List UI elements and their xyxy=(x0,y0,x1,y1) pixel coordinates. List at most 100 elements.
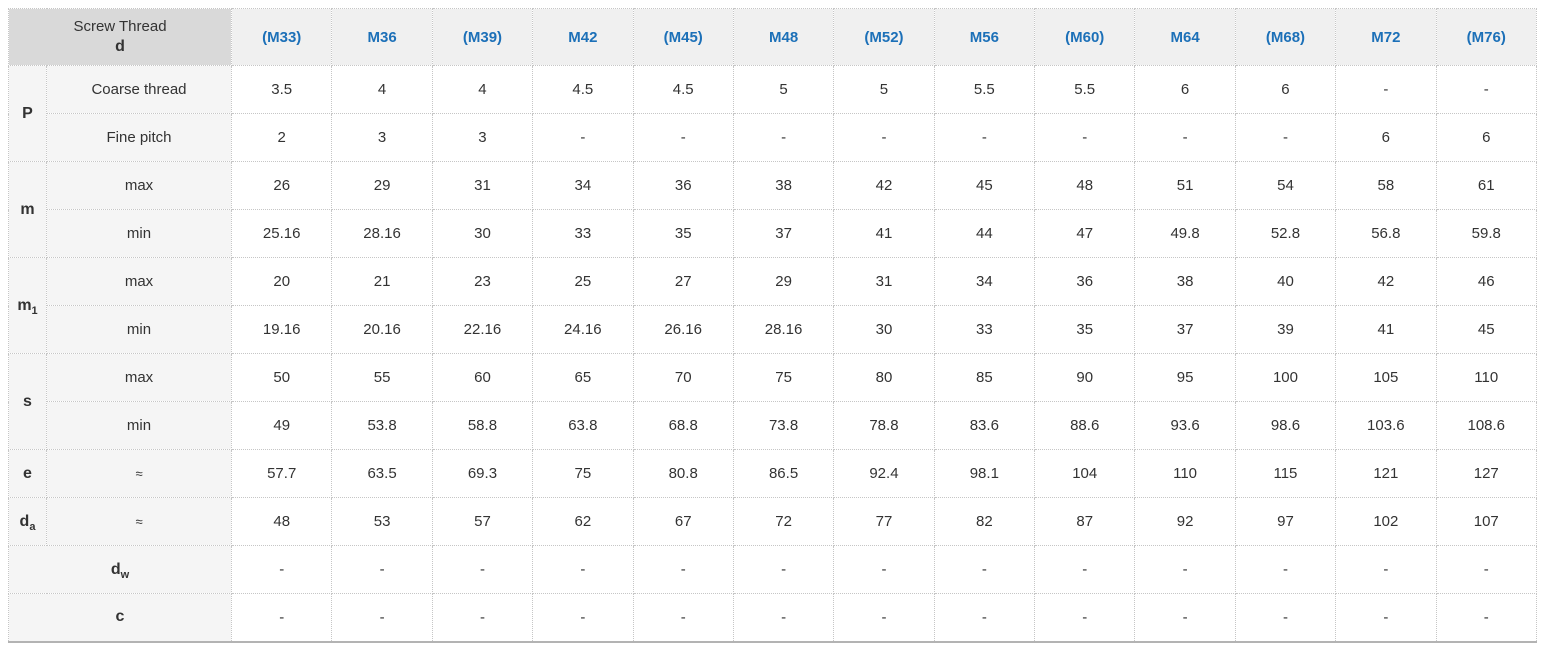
corner-header-cell: Screw Thread d xyxy=(7,8,233,66)
row-group-label: s xyxy=(8,353,47,450)
corner-header-title: Screw Thread xyxy=(73,18,167,35)
table-row: P Coarse thread 3.5 4 4 4.5 4.5 5 5 5.5 5.5 6 6- - xyxy=(8,65,1538,162)
table-cell: 36 xyxy=(632,161,734,210)
table-cell: 57.7 xyxy=(231,449,333,498)
row-group-label-base: m xyxy=(20,200,35,218)
row-sub-label: min xyxy=(45,305,233,354)
table-cell: 75 xyxy=(732,353,835,402)
row-sub-label: min xyxy=(45,209,233,258)
table-cell: 26.16 xyxy=(632,305,734,354)
table-cell: 23 xyxy=(431,257,534,306)
table-cell: - xyxy=(632,593,734,642)
table-cell: - xyxy=(532,545,634,594)
table-cell: 98.1 xyxy=(933,449,1036,498)
table-cell: 115 xyxy=(1234,449,1337,498)
table-cell: - xyxy=(1234,113,1337,162)
table-row: s max 50 55 60 65 70 75 80 85 90 95 100 105 110 xyxy=(8,353,1538,450)
header-row: Screw Thread d (M33) M36 (M39) M42 (M45) M48(… xyxy=(7,8,1538,66)
table-cell: 53 xyxy=(331,497,433,546)
table-cell: 80 xyxy=(833,353,935,402)
row-group-label-base: s xyxy=(23,392,32,410)
table-cell: 88.6 xyxy=(1034,401,1136,450)
column-header: (M45) xyxy=(632,8,734,66)
table-row: min 25.16 28.16 30 33 35 37 41 44 47 49.8 52.8 56.8 5… xyxy=(9,209,1538,258)
table-cell: 98.6 xyxy=(1234,401,1337,450)
row-group-label-base: P xyxy=(22,104,33,122)
table-cell: 45 xyxy=(1435,305,1538,354)
row-group-label-base: e xyxy=(23,464,32,482)
table-cell: 44 xyxy=(933,209,1036,258)
table-cell: 100 xyxy=(1234,353,1337,402)
table-cell: 30 xyxy=(431,209,534,258)
table-cell: 5 xyxy=(833,65,935,114)
table-cell: - xyxy=(933,545,1036,594)
table-cell: 102 xyxy=(1335,497,1437,546)
table-cell: - xyxy=(1034,593,1136,642)
table-cell: - xyxy=(1335,593,1437,642)
table-cell: 58 xyxy=(1335,161,1437,210)
table-cell: 6 xyxy=(1435,113,1538,162)
table-cell: 31 xyxy=(833,257,935,306)
table-cell: 85 xyxy=(933,353,1036,402)
row-group-label: c xyxy=(7,593,233,642)
table-cell: - xyxy=(1234,545,1337,594)
table-cell: 37 xyxy=(1134,305,1236,354)
column-header: M48 xyxy=(732,8,835,66)
table-cell: 80.8 xyxy=(632,449,734,498)
table-cell: 41 xyxy=(1335,305,1437,354)
table-cell: - xyxy=(1435,593,1538,642)
table-cell: - xyxy=(732,113,835,162)
table-cell: 3 xyxy=(331,113,433,162)
column-header: M42 xyxy=(532,8,634,66)
table-cell: 6 xyxy=(1234,65,1337,114)
column-header: M56 xyxy=(933,8,1036,66)
screw-thread-spec-table: Screw Thread d (M33) M36 (M39) M42 (M45) M48(… xyxy=(7,8,1538,643)
table-cell: - xyxy=(632,113,734,162)
table-cell: 4 xyxy=(431,65,534,114)
table-cell: 75 xyxy=(532,449,634,498)
table-cell: 110 xyxy=(1435,353,1538,402)
table-cell: 56.8 xyxy=(1335,209,1437,258)
row-sub-label: max xyxy=(45,161,233,210)
row-sub-label: min xyxy=(45,401,233,450)
row-group-label-subscript: 1 xyxy=(31,304,38,317)
table-cell: - xyxy=(1234,593,1337,642)
table-cell: 92 xyxy=(1134,497,1236,546)
row-group-label: da xyxy=(8,497,47,546)
table-cell: - xyxy=(833,113,935,162)
table-cell: - xyxy=(1335,545,1437,594)
table-cell: - xyxy=(532,113,634,162)
table-cell: 104 xyxy=(1034,449,1136,498)
table-cell: 110 xyxy=(1134,449,1236,498)
row-group-label: dw xyxy=(7,545,233,594)
table-cell: 63.5 xyxy=(331,449,433,498)
table-cell: 52.8 xyxy=(1234,209,1337,258)
row-group-label-base: m xyxy=(17,296,32,314)
table-cell: 92.4 xyxy=(833,449,935,498)
table-cell: 41 xyxy=(833,209,935,258)
row-group-label-base: d xyxy=(19,512,30,530)
table-cell: 29 xyxy=(331,161,433,210)
table-cell: 42 xyxy=(1335,257,1437,306)
table-cell: 59.8 xyxy=(1435,209,1538,258)
row-sub-label: max xyxy=(45,353,233,402)
table-cell: 5 xyxy=(732,65,835,114)
table-cell: 86.5 xyxy=(732,449,835,498)
table-cell: 60 xyxy=(431,353,534,402)
table-cell: - xyxy=(1435,65,1538,114)
row-group-label: P xyxy=(8,65,47,162)
table-cell: 5.5 xyxy=(1034,65,1136,114)
table-cell: 82 xyxy=(933,497,1036,546)
table-cell: - xyxy=(1335,65,1437,114)
table-cell: 127 xyxy=(1435,449,1538,498)
table-cell: 97 xyxy=(1234,497,1337,546)
table-cell: 121 xyxy=(1335,449,1437,498)
table-cell: 87 xyxy=(1034,497,1136,546)
table-cell: 103.6 xyxy=(1335,401,1437,450)
table-cell: - xyxy=(632,545,734,594)
table-cell: 38 xyxy=(1134,257,1236,306)
table-cell: - xyxy=(732,593,835,642)
table-cell: - xyxy=(732,545,835,594)
table-cell: 62 xyxy=(532,497,634,546)
table-cell: - xyxy=(833,545,935,594)
